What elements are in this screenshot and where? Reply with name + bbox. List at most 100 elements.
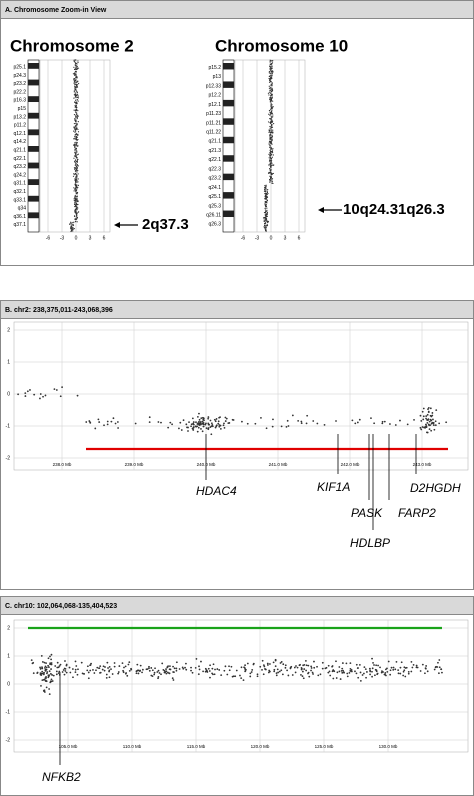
probe-dot [244, 664, 246, 667]
probe-dot [39, 672, 42, 675]
probe-dot [124, 665, 127, 668]
probe-dot [158, 672, 161, 674]
probe-dot [196, 430, 199, 433]
probe-dot [77, 178, 79, 180]
probe-dot [389, 669, 392, 672]
probe-dot [168, 668, 171, 671]
probe-dot [269, 181, 271, 183]
probe-dot [76, 99, 78, 101]
probe-dot [197, 673, 200, 676]
x-tick-label: 110.0 Mb [123, 744, 142, 749]
probe-dot [74, 130, 77, 132]
x-tick-label: 243.0 Mb [413, 462, 432, 467]
probe-dot [75, 181, 77, 183]
probe-dot [77, 128, 79, 131]
probe-dot [101, 668, 104, 671]
probe-dot [383, 420, 386, 423]
probe-dot [429, 414, 432, 417]
probe-dot [61, 671, 64, 673]
probe-dot [76, 176, 78, 178]
probe-dot [76, 196, 78, 198]
band-label: q37.1 [13, 222, 26, 228]
probe-dot [77, 668, 79, 671]
probe-dot [290, 665, 293, 668]
probe-dot [75, 129, 77, 131]
probe-dot [161, 662, 164, 665]
probe-dot [61, 386, 63, 389]
probe-dot [178, 427, 180, 430]
probe-dot [77, 173, 79, 175]
probe-dot [239, 674, 241, 677]
probe-dot [275, 672, 278, 675]
probe-dot [223, 669, 226, 672]
probe-dot [211, 667, 214, 670]
probe-dot [74, 668, 77, 671]
probe-dot [269, 99, 271, 101]
probe-dot [264, 217, 266, 219]
probe-dot [268, 85, 270, 87]
probe-dot [313, 666, 316, 669]
probe-dot [431, 412, 434, 414]
probe-dot [76, 134, 78, 136]
band-label: q21.1 [13, 147, 26, 153]
probe-dot [73, 221, 75, 223]
probe-dot [199, 423, 202, 426]
probe-dot [73, 215, 76, 217]
probe-dot [355, 663, 358, 666]
probe-dot [269, 175, 271, 177]
probe-dot [270, 103, 272, 105]
probe-dot [110, 420, 113, 423]
probe-dot [124, 672, 127, 675]
probe-dot [76, 159, 78, 162]
probe-dot [363, 666, 366, 669]
probe-dot [397, 672, 400, 675]
probe-dot [421, 426, 424, 428]
probe-dot [394, 424, 397, 426]
probe-dot [270, 115, 272, 117]
probe-dot [270, 131, 272, 133]
probe-dot [148, 665, 150, 668]
probe-dot [75, 65, 77, 67]
probe-dot [136, 663, 139, 666]
probe-dot [280, 661, 283, 663]
probe-dot [201, 420, 204, 423]
probe-dot [76, 191, 79, 194]
probe-dot [43, 691, 46, 693]
probe-dot [98, 667, 100, 670]
band [28, 162, 39, 169]
probe-dot [171, 677, 174, 680]
probe-dot [75, 186, 77, 188]
probe-dot [264, 212, 266, 214]
probe-dot [44, 669, 47, 672]
probe-dot [312, 420, 315, 422]
probe-dot [407, 672, 410, 675]
probe-dot [425, 423, 427, 426]
probe-dot [175, 669, 178, 672]
probe-dot [77, 110, 79, 112]
plot-area [13, 321, 469, 471]
probe-dot [386, 670, 389, 673]
probe-dot [163, 669, 166, 672]
probe-dot [151, 669, 154, 672]
probe-dot [392, 668, 395, 671]
band [223, 81, 234, 88]
probe-dot [75, 145, 77, 147]
probe-dot [77, 95, 79, 97]
probe-dot [274, 659, 277, 662]
probe-dot [185, 668, 188, 671]
probe-dot [74, 211, 76, 214]
probe-dot [266, 193, 268, 195]
probe-dot [75, 201, 77, 203]
probe-dot [268, 113, 270, 115]
probe-dot [74, 151, 76, 153]
probe-dot [358, 663, 361, 666]
probe-dot [74, 79, 77, 82]
probe-dot [76, 221, 78, 223]
probe-dot [73, 126, 75, 128]
chromosome-name: Chromosome 10 [215, 36, 348, 55]
probe-dot [228, 422, 231, 424]
probe-dot [218, 424, 221, 426]
y-tick-label: 1 [7, 359, 10, 365]
probe-dot [70, 222, 72, 224]
